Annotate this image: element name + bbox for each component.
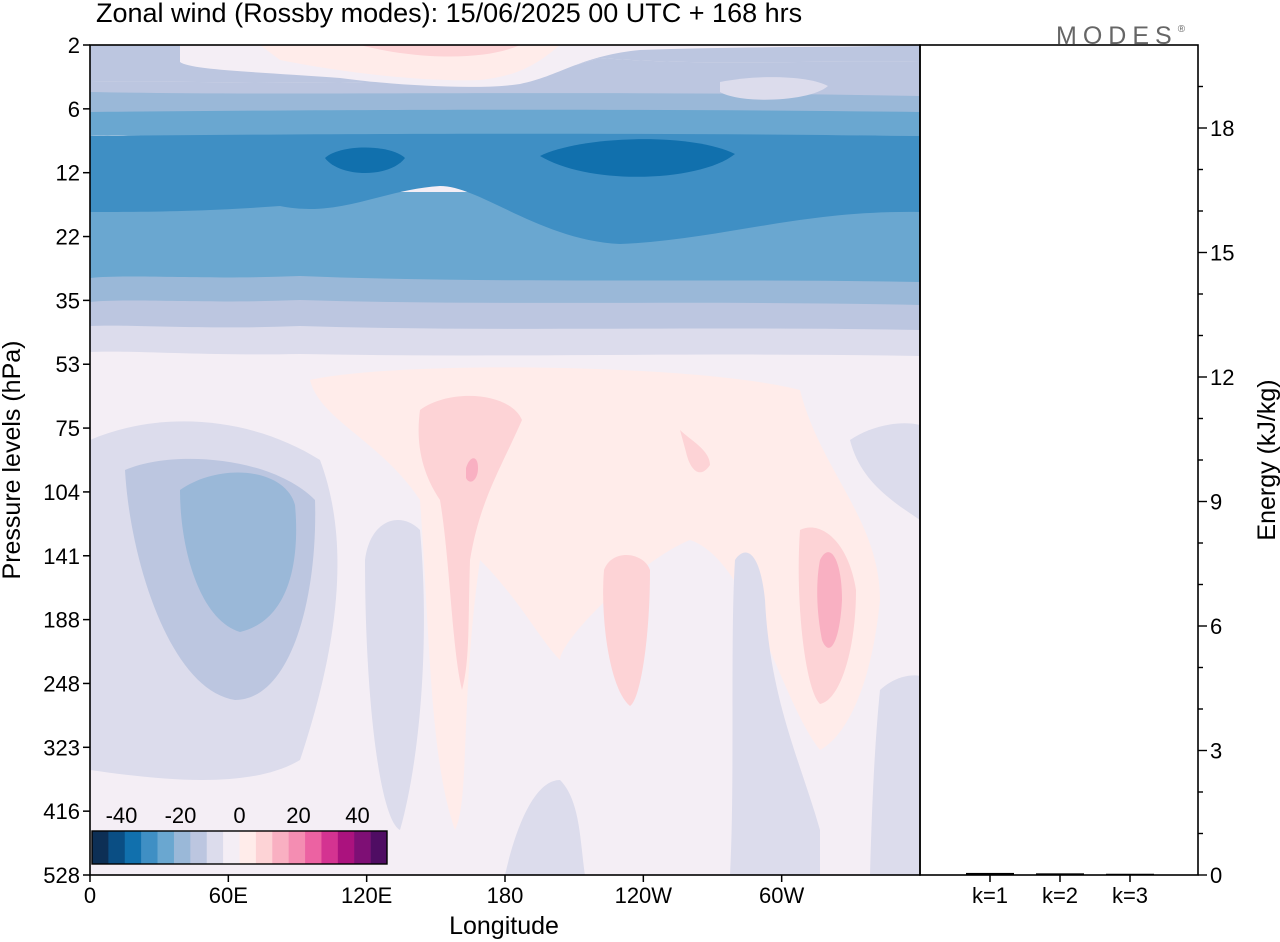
y-tick-label: 53 xyxy=(56,352,80,377)
x-axis-label: Longitude xyxy=(449,912,559,940)
x-tick-label: 120E xyxy=(341,883,392,908)
energy-plot-frame xyxy=(919,44,1199,876)
x-tick-label: 60E xyxy=(209,883,248,908)
energy-category-label: k=1 xyxy=(972,883,1008,908)
energy-tick-label: 3 xyxy=(1210,739,1222,764)
y-tick-label: 12 xyxy=(56,161,80,186)
colorbar-swatch xyxy=(206,831,224,864)
x-axis: 0 60E 120E 180 120W 60W xyxy=(84,875,805,908)
colorbar-swatch xyxy=(321,831,339,864)
colorbar-tick-label: -20 xyxy=(165,803,197,828)
chart-title: Zonal wind (Rossby modes): 15/06/2025 00… xyxy=(96,0,802,28)
energy-bar xyxy=(966,872,1014,875)
energy-axis-label: Energy (kJ/kg) xyxy=(1253,379,1280,540)
energy-category-label: k=3 xyxy=(1112,883,1148,908)
energy-bars: k=1 k=2 k=3 xyxy=(966,872,1154,908)
energy-tick-label: 0 xyxy=(1210,863,1222,888)
y-tick-label: 323 xyxy=(43,735,80,760)
y-tick-label: 416 xyxy=(43,799,80,824)
colorbar-tick-label: 20 xyxy=(286,803,310,828)
energy-tick-label: 6 xyxy=(1210,614,1222,639)
x-tick-label: 120W xyxy=(615,883,673,908)
y-tick-label: 141 xyxy=(43,544,80,569)
colorbar-swatch xyxy=(190,831,208,864)
y-tick-label: 188 xyxy=(43,608,80,633)
colorbar-swatch xyxy=(173,831,191,864)
energy-axis: 0 3 6 9 12 15 18 xyxy=(1198,85,1234,888)
x-tick-label: 180 xyxy=(487,883,524,908)
x-tick-label: 60W xyxy=(759,883,804,908)
y-axis-label: Pressure levels (hPa) xyxy=(0,341,26,580)
colorbar-swatch xyxy=(239,831,257,864)
energy-tick-label: 12 xyxy=(1210,365,1234,390)
colorbar-swatch xyxy=(354,831,371,864)
colorbar-swatch xyxy=(157,831,175,864)
energy-bar xyxy=(1106,873,1154,875)
colorbar-swatch xyxy=(141,831,158,864)
colorbar-swatch xyxy=(272,831,289,864)
energy-tick-label: 15 xyxy=(1210,241,1234,266)
energy-tick-label: 18 xyxy=(1210,116,1234,141)
colorbar-swatch xyxy=(124,831,142,864)
y-tick-label: 22 xyxy=(56,225,80,250)
y-tick-label: 6 xyxy=(68,97,80,122)
y-axis: 2 6 12 22 35 53 75 104 141 188 248 323 416 528 xyxy=(43,33,90,888)
colorbar-swatch xyxy=(370,831,388,864)
colorbar: -40 -20 0 20 40 xyxy=(91,803,388,865)
colorbar-swatch xyxy=(108,831,126,864)
energy-category-label: k=2 xyxy=(1042,883,1078,908)
colorbar-swatch xyxy=(288,831,306,864)
y-tick-label: 75 xyxy=(56,416,80,441)
y-tick-label: 2 xyxy=(68,33,80,58)
y-tick-label: 35 xyxy=(56,288,80,313)
y-tick-label: 528 xyxy=(43,863,80,888)
energy-tick-label: 9 xyxy=(1210,490,1222,515)
colorbar-swatch xyxy=(255,831,273,864)
colorbar-tick-label: 0 xyxy=(233,803,245,828)
energy-bar xyxy=(1036,873,1084,875)
y-tick-label: 248 xyxy=(43,671,80,696)
y-tick-label: 104 xyxy=(43,480,80,505)
colorbar-tick-label: 40 xyxy=(345,803,369,828)
colorbar-tick-label: -40 xyxy=(106,803,138,828)
x-tick-label: 0 xyxy=(84,883,96,908)
colorbar-swatch xyxy=(92,831,109,864)
colorbar-swatch xyxy=(223,831,240,864)
colorbar-swatch xyxy=(337,831,355,864)
colorbar-swatch xyxy=(305,831,322,864)
colorbar-frame xyxy=(91,830,388,865)
contour-field xyxy=(90,45,920,875)
